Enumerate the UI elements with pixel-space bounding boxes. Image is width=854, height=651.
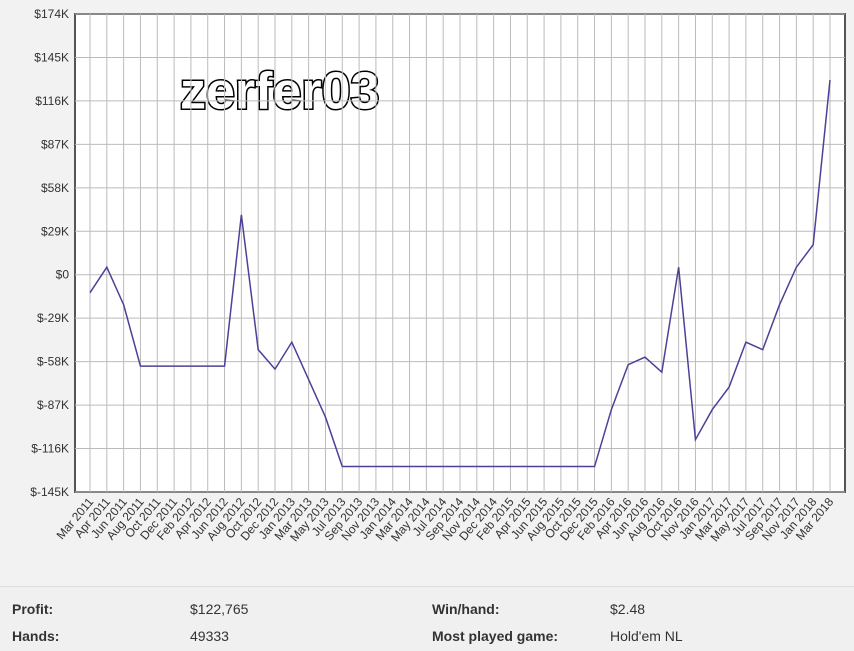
chart: zerfer03 $-145K $-116K $-87K $-58K $-29K $0 $2… <box>30 7 846 544</box>
y-tick-label: $29K <box>41 224 69 238</box>
stats-panel: Profit: $122,765 Hands: 49333 Win/hand: … <box>0 586 854 651</box>
y-tick-label: $116K <box>35 94 69 108</box>
y-tick-label: $-29K <box>37 311 69 325</box>
line <box>89 79 831 468</box>
value: $2.48 <box>610 601 646 617</box>
label: Profit: <box>12 601 54 617</box>
y-tick-label: $-145K <box>30 485 69 499</box>
label: Win/hand: <box>432 601 500 617</box>
value: Hold'em NL <box>610 628 683 644</box>
y-tick-label: $-116K <box>31 442 69 456</box>
y-tick-label: $-87K <box>37 398 69 412</box>
label: Hands: <box>12 628 60 644</box>
value: $122,765 <box>190 601 249 617</box>
y-tick-label: $58K <box>41 181 69 195</box>
y-tick-label: $145K <box>34 50 69 64</box>
y-tick-label: $-58K <box>37 355 69 369</box>
label: Most played game: <box>432 628 559 644</box>
chart-title: zerfer03 <box>180 63 379 121</box>
y-tick-label: $87K <box>41 137 69 151</box>
y-tick-label: $0 <box>56 268 70 282</box>
value: 49333 <box>190 628 229 644</box>
y-tick-label: $174K <box>34 7 69 21</box>
